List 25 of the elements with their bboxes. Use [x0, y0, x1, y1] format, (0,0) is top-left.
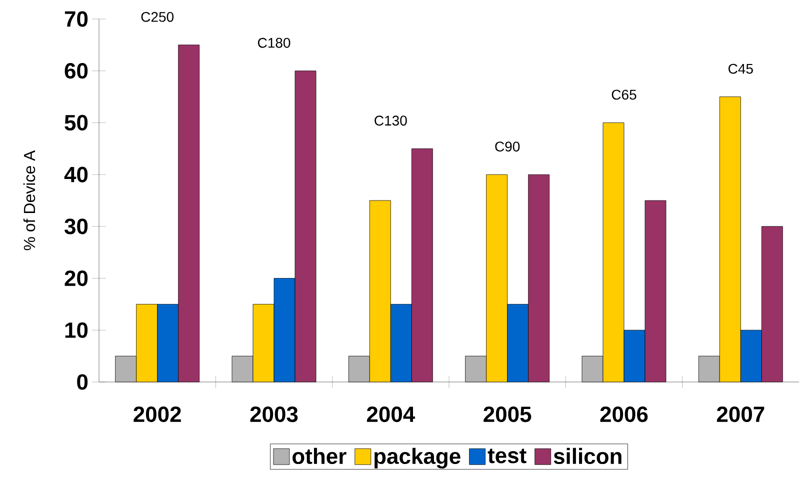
- annotation: C250: [141, 12, 174, 22]
- x-tick-label: 2003: [250, 406, 298, 422]
- x-tick-label: 2004: [366, 406, 416, 422]
- x-tick-label: 2005: [484, 406, 532, 422]
- legend-label: package: [374, 448, 460, 468]
- y-tick-label: 0: [77, 374, 88, 390]
- annotation: C45: [728, 64, 753, 74]
- annotation: C90: [495, 142, 520, 152]
- y-tick-label: 60: [64, 63, 88, 79]
- y-tick-label: 70: [64, 11, 88, 27]
- y-tick-label: 40: [64, 166, 88, 182]
- annotation: C180: [258, 38, 290, 48]
- y-tick-label: 20: [64, 270, 88, 286]
- x-tick-label: 2006: [600, 406, 648, 422]
- y-axis-title: % of Device A: [23, 150, 36, 250]
- x-tick-label: 2007: [716, 406, 764, 422]
- y-tick-label: 30: [64, 218, 88, 234]
- y-tick-label: 10: [65, 322, 88, 338]
- legend-label: other: [292, 448, 346, 464]
- legend-label: silicon: [554, 448, 622, 464]
- annotation: C130: [374, 116, 407, 126]
- x-tick-label: 2002: [134, 406, 181, 422]
- annotation: C65: [612, 90, 636, 100]
- y-tick-label: 50: [64, 114, 88, 130]
- legend-label: test: [488, 448, 526, 464]
